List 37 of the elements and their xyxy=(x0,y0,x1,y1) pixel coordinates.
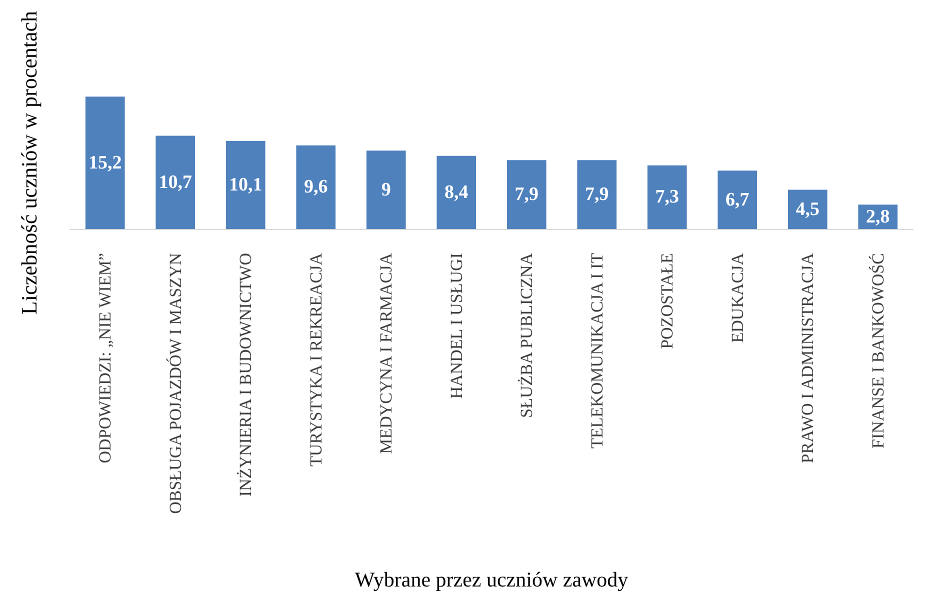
bar xyxy=(647,165,687,229)
bar xyxy=(85,96,125,229)
data-label: 15,2 xyxy=(88,152,122,174)
bar xyxy=(226,141,266,229)
bar xyxy=(718,170,758,229)
x-tick-label: SŁUŻBA PUBLICZNA xyxy=(517,252,536,418)
x-tick-label: OBSŁUGA POJAZDÓW I MASZYN xyxy=(166,253,185,514)
x-tick-label: TURYSTYKA I REKREACJA xyxy=(306,252,326,466)
x-tick-label: TELEKOMUNIKACJA I IT xyxy=(587,252,606,448)
x-tick-label: HANDEL I USŁUGI xyxy=(446,252,466,399)
data-label: 2,8 xyxy=(866,206,890,228)
data-label: 9,6 xyxy=(304,176,328,198)
data-label: 7,3 xyxy=(655,186,679,208)
bar xyxy=(436,156,476,229)
x-tick-label: MEDYCYNA I FARMACJA xyxy=(376,252,396,454)
bar xyxy=(366,150,406,229)
x-tick-label: ODPOWIEDZI: „NIE WIEM” xyxy=(96,253,115,464)
x-tick-label: POZOSTAŁE xyxy=(658,253,677,349)
y-axis-title: Liczebność uczniów w procentach xyxy=(16,10,42,315)
x-tick-label: PRAWO I ADMINISTRACJA xyxy=(798,252,818,464)
data-label: 10,7 xyxy=(158,172,192,193)
data-label: 6,7 xyxy=(726,189,750,210)
bar xyxy=(788,190,828,229)
x-tick-label: INŻYNIERIA I BUDOWNICTWO xyxy=(236,253,256,497)
x-tick-label: EDUKACJA xyxy=(728,252,747,343)
x-tick-label: FINANSE I BANKOWOŚĆ xyxy=(868,253,888,449)
data-label: 8,4 xyxy=(444,182,469,203)
data-label: 4,5 xyxy=(796,198,820,220)
data-label: 7,9 xyxy=(514,184,538,206)
data-label: 7,9 xyxy=(585,184,609,206)
bar xyxy=(506,160,546,229)
data-label: 9 xyxy=(381,179,391,200)
bar xyxy=(156,136,196,229)
bar xyxy=(296,145,336,229)
data-label: 10,1 xyxy=(229,174,262,196)
x-axis-title: Wybrane przez uczniów zawody xyxy=(354,568,629,592)
bar xyxy=(577,160,617,229)
